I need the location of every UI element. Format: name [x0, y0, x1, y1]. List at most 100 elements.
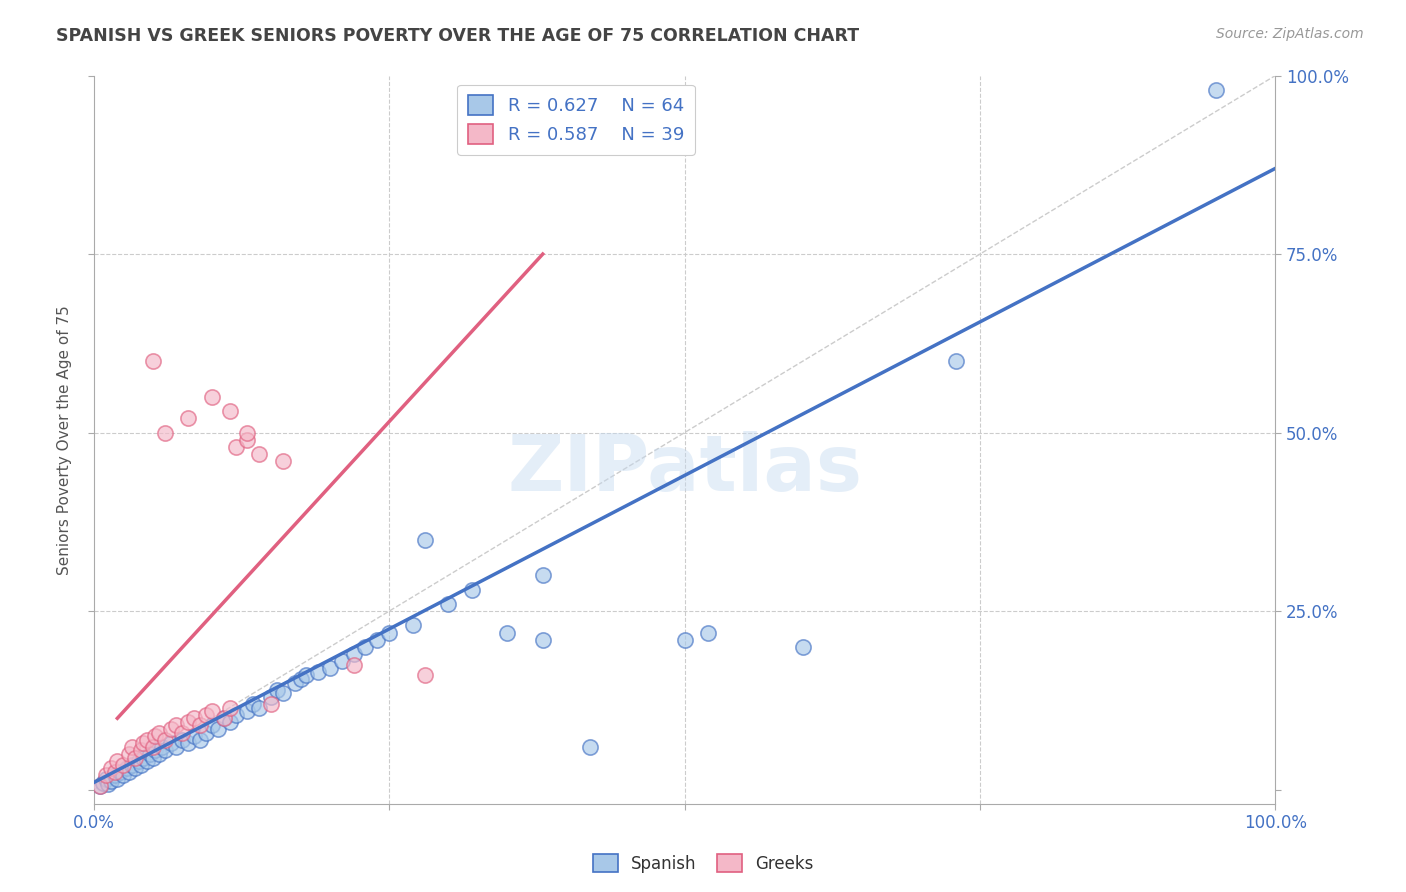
- Point: [413, 668, 436, 682]
- Point: [1205, 83, 1227, 97]
- Point: [124, 750, 146, 764]
- Point: [343, 647, 366, 661]
- Point: [112, 757, 135, 772]
- Point: [183, 711, 205, 725]
- Point: [212, 711, 235, 725]
- Point: [105, 772, 128, 786]
- Point: [89, 779, 111, 793]
- Point: [284, 675, 307, 690]
- Point: [94, 772, 117, 786]
- Point: [112, 768, 135, 782]
- Point: [236, 433, 259, 447]
- Point: [148, 725, 170, 739]
- Point: [792, 640, 814, 654]
- Point: [124, 761, 146, 775]
- Point: [91, 775, 114, 789]
- Point: [159, 722, 181, 736]
- Point: [266, 682, 288, 697]
- Point: [153, 743, 176, 757]
- Point: [697, 625, 720, 640]
- Point: [135, 754, 157, 768]
- Point: [271, 454, 294, 468]
- Point: [142, 739, 165, 754]
- Point: [579, 739, 602, 754]
- Point: [129, 743, 152, 757]
- Point: [378, 625, 401, 640]
- Point: [366, 632, 388, 647]
- Point: [247, 447, 270, 461]
- Point: [143, 729, 166, 743]
- Point: [121, 739, 143, 754]
- Point: [143, 743, 166, 757]
- Point: [94, 768, 117, 782]
- Point: [290, 672, 312, 686]
- Point: [100, 761, 122, 775]
- Text: SPANISH VS GREEK SENIORS POVERTY OVER THE AGE OF 75 CORRELATION CHART: SPANISH VS GREEK SENIORS POVERTY OVER TH…: [56, 27, 859, 45]
- Point: [236, 704, 259, 718]
- Point: [148, 747, 170, 761]
- Point: [177, 714, 200, 729]
- Point: [330, 654, 353, 668]
- Point: [188, 718, 211, 732]
- Point: [89, 779, 111, 793]
- Point: [142, 354, 165, 368]
- Point: [437, 597, 460, 611]
- Legend: R = 0.627    N = 64, R = 0.587    N = 39: R = 0.627 N = 64, R = 0.587 N = 39: [457, 85, 695, 155]
- Point: [354, 640, 377, 654]
- Point: [212, 711, 235, 725]
- Point: [225, 707, 247, 722]
- Point: [118, 764, 141, 779]
- Point: [159, 736, 181, 750]
- Point: [413, 533, 436, 547]
- Point: [207, 722, 229, 736]
- Point: [165, 718, 187, 732]
- Point: [201, 718, 224, 732]
- Point: [97, 777, 120, 791]
- Point: [218, 714, 240, 729]
- Point: [260, 697, 283, 711]
- Point: [150, 739, 173, 754]
- Point: [183, 729, 205, 743]
- Point: [242, 697, 264, 711]
- Point: [188, 732, 211, 747]
- Point: [201, 704, 224, 718]
- Point: [142, 750, 165, 764]
- Point: [201, 390, 224, 404]
- Point: [105, 754, 128, 768]
- Point: [236, 425, 259, 440]
- Point: [260, 690, 283, 704]
- Y-axis label: Seniors Poverty Over the Age of 75: Seniors Poverty Over the Age of 75: [58, 305, 72, 574]
- Point: [104, 768, 127, 782]
- Point: [531, 632, 554, 647]
- Point: [271, 686, 294, 700]
- Point: [115, 761, 138, 775]
- Point: [121, 757, 143, 772]
- Point: [945, 354, 967, 368]
- Point: [153, 732, 176, 747]
- Point: [104, 764, 127, 779]
- Point: [402, 618, 425, 632]
- Point: [673, 632, 696, 647]
- Point: [343, 657, 366, 672]
- Point: [108, 764, 131, 779]
- Point: [100, 774, 122, 789]
- Point: [165, 739, 187, 754]
- Point: [225, 440, 247, 454]
- Point: [132, 750, 155, 764]
- Point: [129, 757, 152, 772]
- Point: [139, 747, 162, 761]
- Point: [128, 754, 150, 768]
- Point: [496, 625, 519, 640]
- Point: [194, 707, 217, 722]
- Text: Source: ZipAtlas.com: Source: ZipAtlas.com: [1216, 27, 1364, 41]
- Point: [172, 732, 194, 747]
- Point: [194, 725, 217, 739]
- Point: [218, 700, 240, 714]
- Point: [135, 732, 157, 747]
- Point: [461, 582, 484, 597]
- Legend: Spanish, Greeks: Spanish, Greeks: [586, 847, 820, 880]
- Point: [531, 568, 554, 582]
- Point: [177, 411, 200, 425]
- Point: [132, 736, 155, 750]
- Point: [118, 747, 141, 761]
